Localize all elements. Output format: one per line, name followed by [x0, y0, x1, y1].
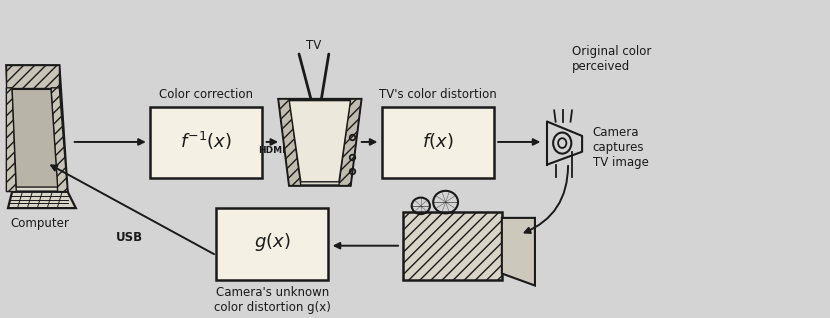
Polygon shape [8, 191, 76, 208]
Text: $f(x)$: $f(x)$ [422, 131, 453, 151]
Text: HDMI: HDMI [258, 147, 286, 156]
Text: $f^{-1}(x)$: $f^{-1}(x)$ [180, 130, 232, 152]
Text: TV: TV [306, 39, 321, 52]
Polygon shape [403, 212, 502, 280]
Text: USB: USB [116, 231, 143, 244]
Text: TV's color distortion: TV's color distortion [378, 88, 496, 100]
Text: Camera's unknown
color distortion g(x): Camera's unknown color distortion g(x) [214, 286, 330, 314]
FancyBboxPatch shape [382, 107, 494, 178]
FancyBboxPatch shape [150, 107, 262, 178]
Text: Computer: Computer [10, 217, 69, 230]
Polygon shape [7, 65, 59, 88]
Text: $g(x)$: $g(x)$ [254, 231, 290, 253]
Text: Camera
captures
TV image: Camera captures TV image [593, 127, 649, 169]
Polygon shape [279, 99, 300, 186]
Text: Original color
perceived: Original color perceived [572, 45, 652, 73]
Polygon shape [339, 99, 361, 186]
Text: Color correction: Color correction [159, 88, 253, 100]
FancyBboxPatch shape [217, 208, 328, 280]
Polygon shape [12, 89, 57, 187]
Polygon shape [51, 88, 67, 191]
Polygon shape [279, 99, 361, 186]
Polygon shape [502, 218, 535, 286]
Polygon shape [290, 100, 350, 182]
Polygon shape [7, 65, 67, 191]
Polygon shape [7, 88, 17, 191]
